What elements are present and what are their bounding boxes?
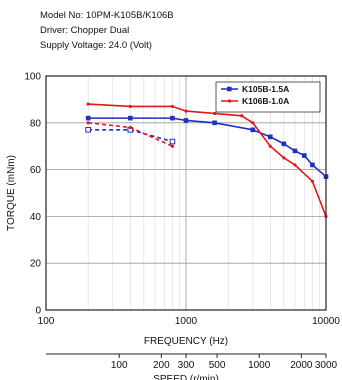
speed-tick-label: 200 [153,360,170,371]
series-point-1 [169,138,176,145]
series-point-0 [183,118,189,123]
series-point-1 [85,127,91,133]
series-point-2 [251,121,255,125]
legend-entry-label: K106B-1.0A [242,96,289,106]
series-point-2 [310,179,315,183]
x-tick-label: 10000 [312,316,340,327]
y-tick-label: 100 [24,72,41,83]
speed-tick-label: 2000 [290,360,313,371]
series-point-0 [267,134,273,140]
series-point-2 [293,163,297,167]
legend-swatch-marker [227,99,232,103]
model-number-text: Model No: 10PM-K105B/K106B [40,10,174,21]
supply-voltage-text: Supply Voltage: 24.0 (Volt) [40,40,152,51]
speed-tick-label: 3000 [315,360,338,371]
y-tick-label: 80 [30,118,42,129]
legend-layer: K105B-1.5A K106B-1.0A [215,81,321,113]
y-tick-label: 40 [30,212,42,223]
series-point-2 [86,102,90,106]
speed-tick-label: 500 [209,360,226,371]
series-point-2 [170,104,175,109]
y-tick-label: 0 [35,306,41,317]
x-tick-label: 1000 [175,316,198,327]
speed-axis-title: SPEED (r/min) [153,374,219,380]
speed-tick-label: 300 [178,360,195,371]
spec-block: Model No: 10PM-K105B/K106B Driver: Chopp… [40,8,300,53]
series-point-0 [250,127,256,133]
series-point-2 [282,156,286,160]
series-point-0 [170,115,175,121]
y-tick-label: 60 [30,165,42,176]
speed-tick-label: 100 [111,360,128,371]
y-axis-title: TORQUE (mNm) [6,155,17,231]
series-point-0 [310,162,315,168]
axis-layer: 0 20 40 60 80 100 100 1000 10000 FREQUENCY (Hz) TO… [6,72,340,380]
series-point-0 [127,115,133,121]
legend-entry-label: K105B-1.5A [242,84,289,94]
plot-frame [45,75,327,311]
legend-swatch-marker [227,86,232,92]
driver-text: Driver: Chopper Dual [40,25,130,36]
x-tick-label: 100 [38,316,55,327]
legend-box [215,81,321,113]
series-point-0 [85,115,91,121]
speed-tick-label: 1000 [248,360,271,371]
series-point-3 [170,144,175,148]
series-point-2 [240,114,244,118]
series-line-2 [88,103,327,217]
series-point-2 [128,104,132,109]
y-tick-label: 20 [30,259,42,270]
series-point-0 [212,120,217,126]
series-point-0 [302,153,307,158]
x-axis-title: FREQUENCY (Hz) [144,336,228,347]
series-point-3 [128,125,132,130]
series-point-3 [86,121,90,125]
series-point-0 [281,141,287,147]
series-point-2 [184,109,188,113]
series-point-2 [268,144,272,148]
series-point-0 [292,148,298,154]
series-point-2 [212,111,217,116]
series-layer [85,102,329,218]
